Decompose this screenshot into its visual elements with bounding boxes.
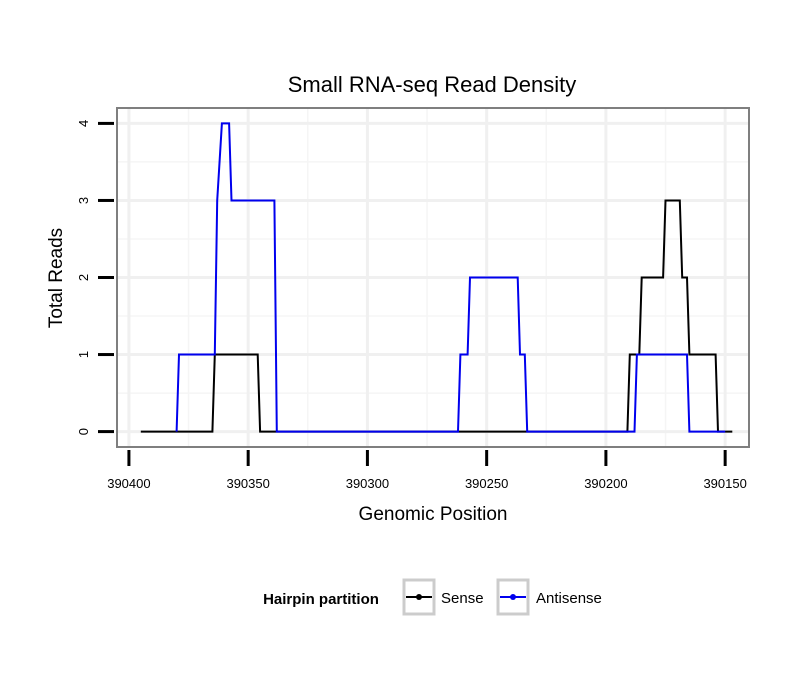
plot-panel-border: [116, 107, 750, 448]
x-axis: 390400 390350 390300 390250 390200 390150: [107, 450, 747, 491]
x-tick-label: 390350: [226, 476, 269, 491]
legend-key-sense-point: [416, 594, 422, 600]
y-tick-label: 1: [76, 351, 91, 358]
x-tick-label: 390250: [465, 476, 508, 491]
y-axis: 0 1 2 3 4: [76, 120, 114, 435]
y-tick-label: 2: [76, 274, 91, 281]
chart-title: Small RNA-seq Read Density: [288, 72, 577, 97]
grid-lines: [117, 108, 749, 447]
y-tick-label: 0: [76, 428, 91, 435]
x-axis-title: Genomic Position: [359, 504, 508, 525]
x-tick-label: 390200: [584, 476, 627, 491]
legend-label-antisense: Antisense: [536, 590, 602, 607]
y-axis-title: Total Reads: [46, 228, 67, 328]
legend-key-antisense-point: [510, 594, 516, 600]
legend-label-sense: Sense: [441, 590, 484, 607]
x-tick-label: 390400: [107, 476, 150, 491]
series-line-antisense: [175, 122, 726, 433]
legend-title: Hairpin partition: [263, 591, 379, 608]
y-tick-label: 3: [76, 197, 91, 204]
legend: Hairpin partition Sense Antisense: [263, 578, 602, 616]
series-layer: [140, 122, 733, 433]
x-tick-label: 390150: [703, 476, 746, 491]
x-tick-label: 390300: [346, 476, 389, 491]
y-tick-label: 4: [76, 120, 91, 127]
